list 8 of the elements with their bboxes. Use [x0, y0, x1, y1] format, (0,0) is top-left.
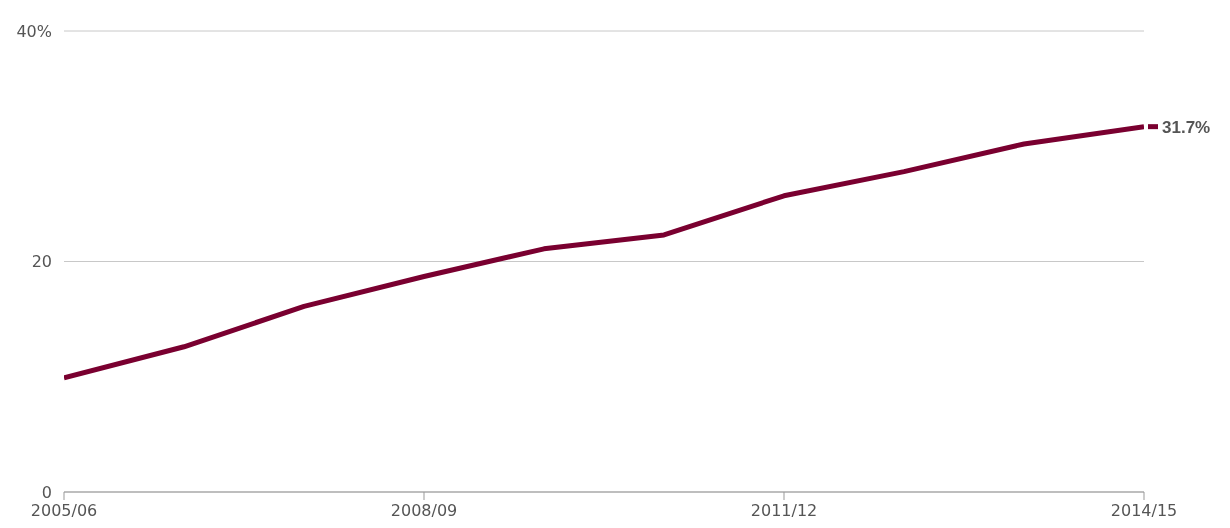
- x-tick-label: 2005/06: [30, 501, 98, 520]
- x-tick-label: 2014/15: [1110, 501, 1178, 520]
- data-label: 31.7%: [1162, 117, 1211, 137]
- y-tick-label: 0: [41, 482, 52, 502]
- y-tick-label: 40%: [16, 21, 52, 41]
- y-tick-label: 20: [31, 252, 52, 272]
- x-tick-label: 2008/09: [390, 501, 458, 520]
- x-tick-label: 2011/12: [750, 501, 818, 520]
